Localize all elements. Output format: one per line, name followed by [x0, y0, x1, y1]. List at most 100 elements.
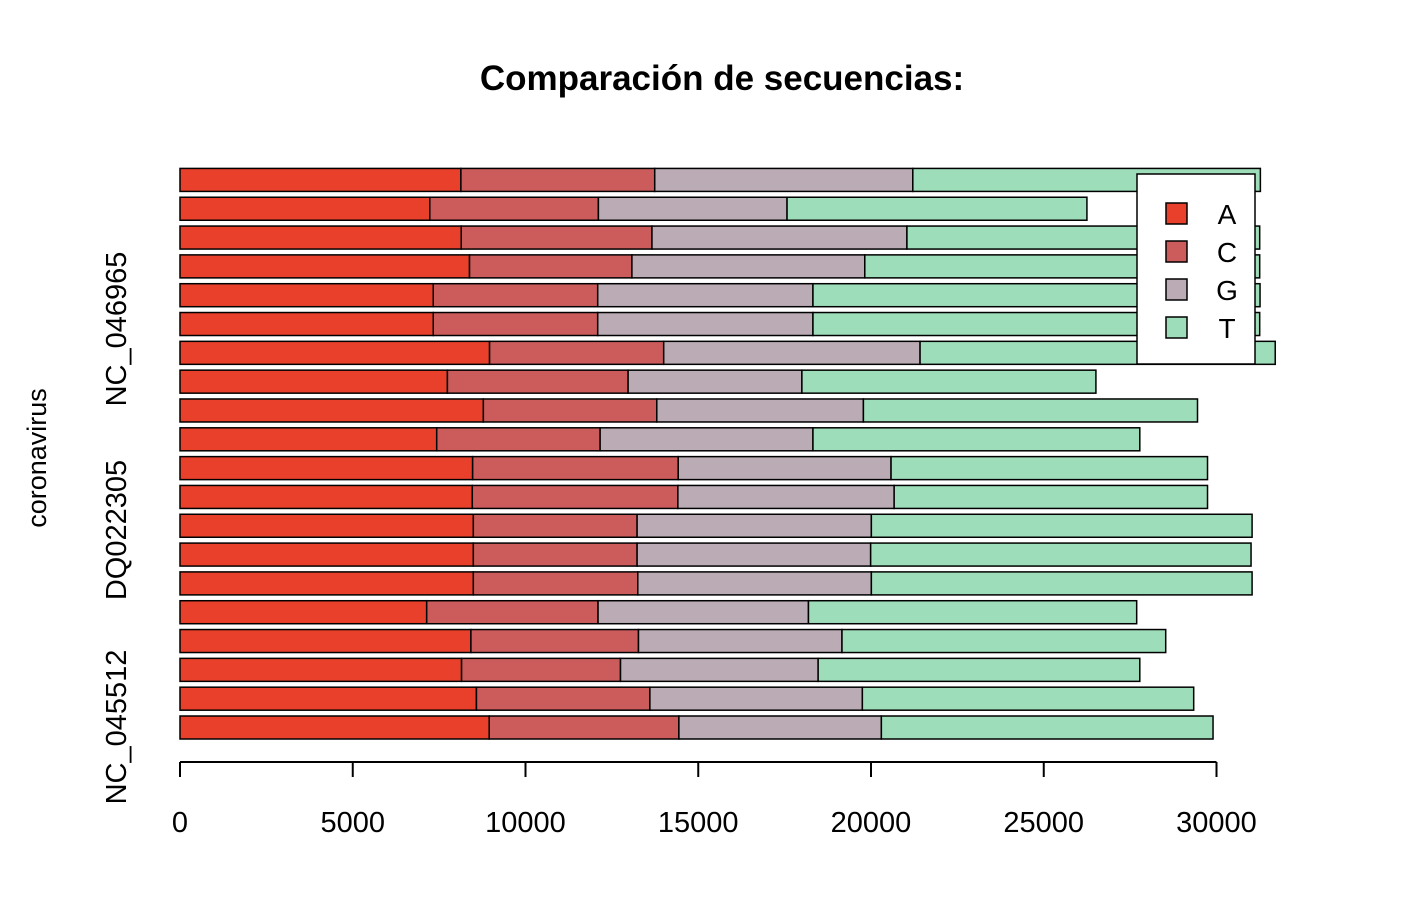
bar-segment-T-9	[893, 484, 1209, 510]
x-tick-label: 10000	[485, 807, 566, 839]
bar-segment-G-5	[597, 599, 810, 625]
bar-segment-C-18	[460, 225, 653, 250]
bar-segment-C-19	[429, 196, 600, 221]
y-axis-title: coronavirus	[22, 388, 52, 528]
bar-segment-C-11	[435, 427, 601, 452]
bar-segment-G-14	[662, 340, 921, 366]
bar-segment-G-16	[596, 282, 814, 308]
bar-segment-G-20	[653, 167, 914, 193]
bar-segment-C-16	[432, 282, 599, 308]
bar-segment-A-6	[179, 571, 475, 596]
bar-segment-T-1	[880, 715, 1214, 740]
bar-segment-C-8	[472, 513, 638, 539]
bar-segment-C-10	[471, 455, 679, 481]
x-tick-label: 25000	[1003, 807, 1084, 839]
bar-segment-A-19	[179, 196, 431, 221]
bar-segment-G-3	[619, 657, 819, 683]
bar-segment-A-17	[179, 254, 471, 279]
bar-segment-G-8	[636, 513, 873, 539]
bar-segment-C-2	[475, 686, 651, 711]
bar-segment-T-7	[869, 542, 1252, 567]
bars-group	[179, 167, 1276, 740]
legend-swatch-T	[1165, 316, 1188, 339]
bar-segment-G-18	[651, 225, 908, 250]
bar-segment-A-11	[179, 427, 438, 452]
x-tick-label: 15000	[658, 807, 739, 839]
bar-segment-A-20	[179, 167, 462, 193]
bar-segment-A-9	[179, 484, 474, 510]
bar-segment-A-7	[179, 542, 475, 567]
bar-segment-C-6	[472, 571, 639, 596]
bar-segment-G-9	[677, 484, 895, 510]
x-tick-label: 0	[172, 807, 188, 839]
bar-segment-T-10	[890, 455, 1209, 481]
bar-segment-C-5	[425, 599, 599, 625]
bar-segment-G-19	[597, 196, 788, 221]
legend-label-A: A	[1218, 199, 1237, 230]
bar-segment-G-10	[677, 455, 892, 481]
bar-segment-A-3	[179, 657, 463, 683]
legend-swatch-G	[1165, 278, 1188, 301]
bar-segment-G-12	[656, 398, 865, 423]
bar-segment-G-15	[596, 311, 814, 337]
bar-segment-T-5	[807, 599, 1138, 625]
x-tick-label: 30000	[1176, 807, 1257, 839]
legend-label-C: C	[1217, 237, 1237, 268]
y-category-label: NC_046965	[101, 252, 133, 407]
bar-segment-T-11	[812, 427, 1141, 452]
x-tick-label: 5000	[320, 807, 385, 839]
bar-segment-G-13	[627, 369, 803, 394]
bar-segment-C-7	[472, 542, 638, 567]
bar-segment-C-3	[460, 657, 622, 683]
y-category-label: NC_045512	[101, 650, 133, 805]
bar-segment-G-2	[649, 686, 864, 711]
bar-segment-T-19	[786, 196, 1088, 221]
y-axis-category-labels: NC_045512 DQ022305 NC_046965	[101, 252, 133, 805]
bar-segment-G-17	[631, 254, 866, 279]
bar-segment-G-4	[637, 628, 843, 654]
bar-segment-G-7	[636, 542, 872, 567]
bar-segment-G-1	[678, 715, 883, 740]
bar-segment-A-1	[179, 715, 490, 740]
bar-segment-T-8	[870, 513, 1253, 539]
bar-segment-T-3	[817, 657, 1141, 683]
bar-segment-G-11	[599, 427, 814, 452]
bar-segment-A-4	[179, 628, 472, 654]
bar-segment-C-14	[488, 340, 665, 366]
bar-segment-A-13	[179, 369, 449, 394]
bar-segment-T-4	[841, 628, 1167, 654]
bar-segment-C-4	[470, 628, 640, 654]
bar-segment-T-13	[801, 369, 1097, 394]
bar-segment-T-2	[861, 686, 1195, 711]
bar-segment-A-2	[179, 686, 478, 711]
bar-segment-C-1	[488, 715, 680, 740]
legend-label-T: T	[1218, 313, 1235, 344]
bar-segment-A-16	[179, 282, 434, 308]
bar-segment-C-17	[468, 254, 633, 279]
bar-segment-C-15	[432, 311, 599, 337]
legend-box	[1136, 173, 1256, 365]
bar-segment-A-15	[179, 311, 434, 337]
bar-segment-T-12	[862, 398, 1199, 423]
chart-title: Comparación de secuencias:	[480, 59, 964, 98]
legend-swatch-C	[1165, 240, 1188, 263]
bar-segment-A-8	[179, 513, 475, 539]
bar-segment-C-20	[460, 167, 656, 193]
bar-segment-C-13	[446, 369, 629, 394]
y-category-label: DQ022305	[101, 460, 133, 600]
bar-segment-A-10	[179, 455, 474, 481]
bar-segment-T-6	[870, 571, 1253, 596]
bar-segment-C-12	[482, 398, 658, 423]
bar-segment-G-6	[637, 571, 873, 596]
bar-segment-A-14	[179, 340, 491, 366]
x-axis: 0 5000 10000 15000 20000 25000 30000	[172, 761, 1257, 839]
legend-swatch-A	[1165, 202, 1188, 225]
bar-segment-C-9	[471, 484, 679, 510]
bar-segment-A-18	[179, 225, 462, 250]
x-tick-label: 20000	[831, 807, 912, 839]
bar-segment-A-5	[179, 599, 428, 625]
bar-segment-A-12	[179, 398, 485, 423]
legend-label-G: G	[1216, 275, 1238, 306]
